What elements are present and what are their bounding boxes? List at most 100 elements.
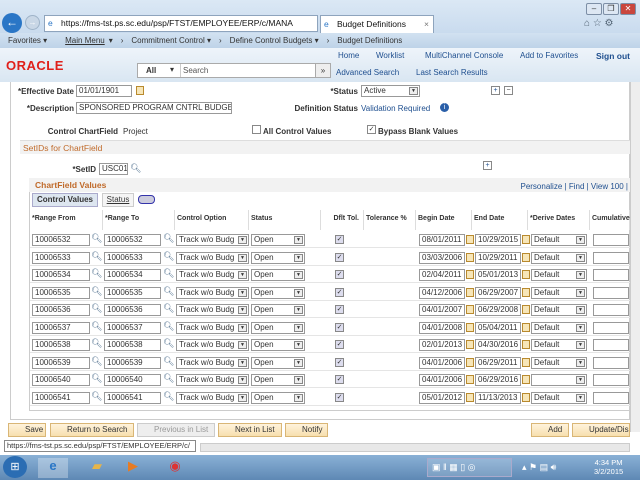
dropdown-arrow-icon[interactable]: ▼ <box>294 271 303 279</box>
range-from-input[interactable]: 10006541 <box>32 391 90 404</box>
address-bar[interactable]: e https://fms-tst.ps.sc.edu/psp/FTST/EMPL… <box>44 15 318 32</box>
previous-in-list-button[interactable]: Previous in List <box>137 423 215 437</box>
home-star-gear-icons[interactable]: ⌂ ☆ ⚙ <box>584 18 614 29</box>
status-select[interactable]: Open ▼ <box>251 339 305 351</box>
add-setid-button[interactable]: + <box>483 161 492 170</box>
dropdown-arrow-icon[interactable]: ▼ <box>238 393 247 402</box>
multichannel-console-link[interactable]: MultiChannel Console <box>425 51 504 60</box>
status-select[interactable]: Open ▼ <box>251 321 305 334</box>
dropdown-arrow-icon[interactable]: ▼ <box>238 271 247 279</box>
calendar-icon[interactable] <box>522 322 530 332</box>
calendar-icon[interactable] <box>466 375 474 384</box>
end-date-input[interactable]: 05/01/2013 <box>475 269 521 281</box>
view-100-link[interactable]: View 100 <box>590 182 624 191</box>
dropdown-arrow-icon[interactable]: ▼ <box>238 236 247 244</box>
default-tolerance-checkbox[interactable]: ✓ <box>335 322 344 332</box>
lookup-icon[interactable]: 🔍︎ <box>91 250 103 261</box>
range-to-input[interactable]: 10006539 <box>104 356 161 369</box>
calendar-icon[interactable] <box>136 86 144 95</box>
begin-date-input[interactable]: 04/01/2007 <box>419 304 465 316</box>
derive-dates-select[interactable]: Default ▼ <box>531 356 587 369</box>
home-link[interactable]: Home <box>338 51 360 60</box>
favorites-menu[interactable]: Favorites ▾ <box>8 36 48 45</box>
next-in-list-button[interactable]: Next in List <box>218 423 282 437</box>
control-option-select[interactable]: Track w/o Budg ▼ <box>176 339 249 351</box>
status-select[interactable]: Active ▼ <box>361 85 420 97</box>
start-button[interactable]: ⊞ <box>3 456 27 478</box>
breadcrumb-commitment-control[interactable]: Commitment Control ▾ <box>131 36 211 45</box>
range-to-input[interactable]: 10006540 <box>104 374 161 386</box>
calendar-icon[interactable] <box>466 357 474 367</box>
tab-control-values[interactable]: Control Values <box>32 193 98 207</box>
dropdown-arrow-icon[interactable]: ▼ <box>294 341 303 349</box>
begin-date-input[interactable]: 04/12/2006 <box>419 286 465 299</box>
begin-date-input[interactable]: 02/04/2011 <box>419 269 465 281</box>
info-icon[interactable]: i <box>440 103 449 112</box>
control-option-select[interactable]: Track w/o Budg ▼ <box>176 321 249 334</box>
main-menu[interactable]: Main Menu <box>65 36 105 45</box>
status-select[interactable]: Open ▼ <box>251 356 305 369</box>
column-header[interactable]: *Range From <box>30 210 103 230</box>
ie-taskbar-icon[interactable]: e <box>38 458 68 478</box>
calendar-icon[interactable] <box>522 235 530 244</box>
dropdown-arrow-icon[interactable]: ▼ <box>294 253 303 262</box>
dropdown-arrow-icon[interactable]: ▼ <box>238 306 247 314</box>
dropdown-arrow-icon[interactable]: ▼ <box>238 358 247 367</box>
derive-dates-select[interactable]: Default ▼ <box>531 286 587 299</box>
range-to-input[interactable]: 10006532 <box>104 234 161 246</box>
default-tolerance-checkbox[interactable]: ✓ <box>335 375 344 384</box>
range-from-input[interactable]: 10006539 <box>32 356 90 369</box>
dropdown-arrow-icon[interactable]: ▼ <box>576 393 585 402</box>
dropdown-arrow-icon[interactable]: ▼ <box>294 323 303 332</box>
range-to-input[interactable]: 10006535 <box>104 286 161 299</box>
range-to-input[interactable]: 10006541 <box>104 391 161 404</box>
default-tolerance-checkbox[interactable]: ✓ <box>335 392 344 402</box>
horizontal-scrollbar[interactable] <box>200 443 630 452</box>
lookup-icon[interactable]: 🔍︎ <box>163 373 175 383</box>
range-to-input[interactable]: 10006538 <box>104 339 161 351</box>
default-tolerance-checkbox[interactable]: ✓ <box>335 340 344 349</box>
column-header[interactable]: *Derive Dates <box>528 210 590 230</box>
calendar-icon[interactable] <box>522 287 530 297</box>
advanced-search-link[interactable]: Advanced Search <box>336 68 400 77</box>
cumulative-input[interactable] <box>593 234 629 246</box>
column-header[interactable]: Status <box>249 210 321 230</box>
calendar-icon[interactable] <box>522 392 530 402</box>
status-select[interactable]: Open ▼ <box>251 391 305 404</box>
calendar-icon[interactable] <box>466 340 474 349</box>
cumulative-input[interactable] <box>593 251 629 264</box>
range-from-input[interactable]: 10006532 <box>32 234 90 246</box>
cumulative-input[interactable] <box>593 321 629 334</box>
range-from-input[interactable]: 10006538 <box>32 339 90 351</box>
default-tolerance-checkbox[interactable]: ✓ <box>335 270 344 279</box>
control-option-select[interactable]: Track w/o Budg ▼ <box>176 391 249 404</box>
lookup-icon[interactable]: 🔍︎ <box>163 250 175 261</box>
range-to-input[interactable]: 10006534 <box>104 269 161 281</box>
calendar-icon[interactable] <box>466 305 474 314</box>
lookup-icon[interactable]: 🔍︎ <box>163 338 175 348</box>
last-search-results-link[interactable]: Last Search Results <box>416 68 488 77</box>
default-tolerance-checkbox[interactable]: ✓ <box>335 252 344 262</box>
end-date-input[interactable]: 05/04/2011 <box>475 321 521 334</box>
dropdown-arrow-icon[interactable]: ▼ <box>576 271 585 279</box>
dropdown-arrow-icon[interactable]: ▼ <box>576 358 585 367</box>
minimize-button[interactable]: – <box>586 3 602 15</box>
dropdown-arrow-icon[interactable]: ▼ <box>294 393 303 402</box>
media-player-taskbar-icon[interactable]: ▶ <box>128 458 138 473</box>
dropdown-arrow-icon[interactable]: ▼ <box>576 306 585 314</box>
back-button[interactable]: ← <box>2 13 22 33</box>
dropdown-arrow-icon[interactable]: ▼ <box>576 376 585 384</box>
column-header[interactable]: End Date <box>472 210 528 230</box>
begin-date-input[interactable]: 03/03/2006 <box>419 251 465 264</box>
column-header[interactable]: Control Option <box>175 210 249 230</box>
range-from-input[interactable]: 10006533 <box>32 251 90 264</box>
setid-input[interactable]: USC01 <box>99 163 128 175</box>
lookup-icon[interactable]: 🔍︎ <box>91 338 103 348</box>
control-option-select[interactable]: Track w/o Budg ▼ <box>176 356 249 369</box>
control-option-select[interactable]: Track w/o Budg ▼ <box>176 286 249 299</box>
lookup-icon[interactable]: 🔍︎ <box>91 233 103 243</box>
dropdown-arrow-icon[interactable]: ▼ <box>576 236 585 244</box>
cumulative-input[interactable] <box>593 269 629 281</box>
lookup-icon[interactable]: 🔍︎ <box>163 390 175 401</box>
calendar-icon[interactable] <box>466 235 474 244</box>
